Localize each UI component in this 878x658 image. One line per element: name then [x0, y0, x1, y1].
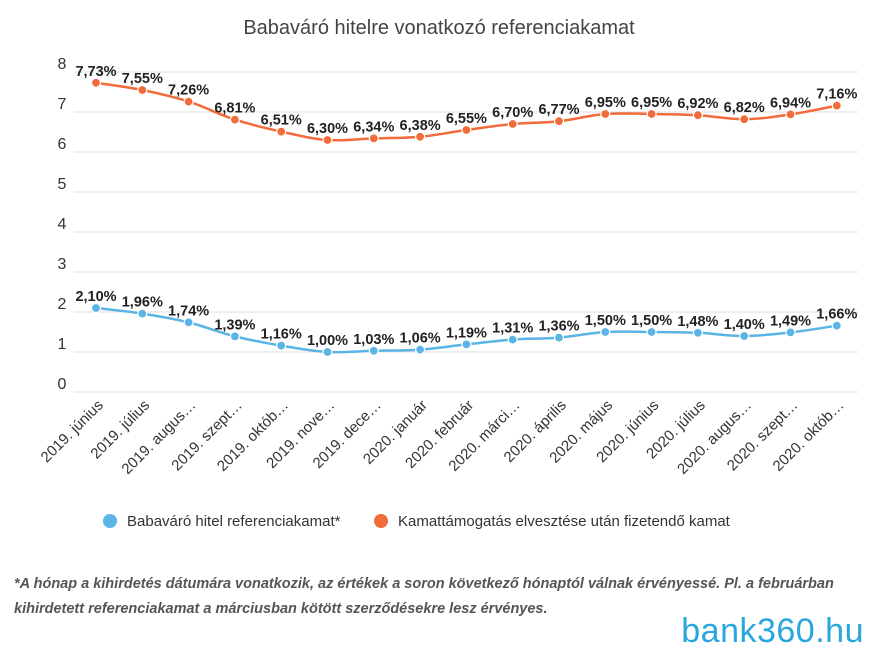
data-point[interactable] — [785, 327, 796, 338]
legend-marker — [374, 514, 388, 528]
data-point[interactable] — [692, 327, 704, 338]
data-point[interactable] — [415, 131, 426, 142]
data-point[interactable] — [692, 110, 704, 121]
data-point[interactable] — [600, 326, 611, 338]
legend[interactable]: Babaváró hitel referenciakamat* Kamattámo… — [103, 513, 731, 530]
data-point[interactable] — [507, 118, 518, 130]
data-point[interactable] — [461, 124, 472, 136]
data-label: 7,16% — [816, 87, 857, 103]
y-tick-label: 1 — [58, 336, 67, 353]
y-tick-label: 0 — [58, 376, 67, 393]
data-label: 6,95% — [585, 95, 626, 111]
y-tick-label: 6 — [58, 136, 67, 153]
data-label: 1,74% — [168, 303, 209, 319]
legend-marker — [103, 514, 117, 528]
data-label: 6,82% — [724, 100, 765, 116]
data-label: 1,49% — [770, 313, 811, 329]
data-label: 1,96% — [122, 295, 163, 311]
data-point[interactable] — [276, 126, 287, 137]
data-point[interactable] — [90, 302, 102, 314]
data-label: 6,70% — [492, 105, 533, 121]
data-point[interactable] — [739, 114, 750, 125]
data-point[interactable] — [276, 340, 287, 351]
data-label: 6,81% — [214, 101, 255, 117]
data-point[interactable] — [507, 334, 518, 345]
data-label: 7,55% — [122, 71, 163, 87]
data-label: 1,50% — [585, 313, 626, 329]
data-label: 6,92% — [677, 96, 718, 112]
legend-item-2[interactable]: Kamattámogatás elvesztése után fizetendő… — [374, 513, 731, 530]
data-point[interactable] — [831, 320, 842, 331]
data-label: 6,30% — [307, 121, 348, 137]
data-point[interactable] — [368, 133, 379, 144]
data-point[interactable] — [739, 330, 750, 342]
data-point[interactable] — [831, 100, 842, 111]
y-tick-label: 2 — [58, 296, 67, 313]
data-label: 6,55% — [446, 111, 487, 127]
data-point[interactable] — [553, 332, 565, 343]
data-point[interactable] — [600, 108, 611, 120]
series-group: 2,10% 1,96% 1,74% 1,39% 1,16% 1,00% 1,03% 1,06%… — [75, 64, 857, 358]
data-label: 1,48% — [677, 314, 718, 330]
data-point[interactable] — [646, 108, 657, 120]
data-point[interactable] — [322, 346, 333, 358]
y-axis-ticks: 0 1 2 3 4 5 6 7 8 — [58, 56, 67, 393]
y-tick-label: 4 — [58, 216, 67, 233]
data-point[interactable] — [785, 109, 796, 120]
data-label: 7,73% — [75, 64, 116, 80]
data-label: 6,77% — [538, 102, 579, 118]
data-point[interactable] — [646, 326, 657, 338]
data-point[interactable] — [368, 345, 379, 356]
data-label: 6,38% — [400, 118, 441, 134]
data-point[interactable] — [90, 77, 102, 88]
data-label: 1,40% — [724, 317, 765, 333]
data-label: 6,51% — [261, 113, 302, 129]
bank360-logo[interactable]: bank360.hu — [681, 612, 864, 650]
data-label: 1,16% — [261, 327, 302, 343]
data-point[interactable] — [183, 317, 194, 328]
data-label: 1,06% — [400, 331, 441, 347]
data-label: 6,34% — [353, 119, 394, 135]
data-label: 1,03% — [353, 332, 394, 348]
y-tick-label: 5 — [58, 176, 67, 193]
data-label: 1,31% — [492, 321, 533, 337]
data-point[interactable] — [137, 84, 148, 96]
chart-title: Babaváró hitelre vonatkozó referenciakam… — [243, 17, 635, 39]
series-1: 2,10% 1,96% 1,74% 1,39% 1,16% 1,00% 1,03% 1,06%… — [75, 289, 857, 358]
data-point[interactable] — [183, 96, 194, 107]
data-label: 1,50% — [631, 313, 672, 329]
data-label: 1,36% — [538, 319, 579, 335]
data-point[interactable] — [461, 339, 472, 350]
data-label: 7,26% — [168, 83, 209, 99]
data-point[interactable] — [229, 114, 240, 125]
data-point[interactable] — [553, 116, 565, 127]
gridlines — [74, 71, 858, 393]
data-label: 1,00% — [307, 333, 348, 349]
y-tick-label: 3 — [58, 256, 67, 273]
series-2: 7,73% 7,55% 7,26% 6,81% 6,51% 6,30% 6,34% 6,38%… — [75, 64, 857, 146]
data-label: 1,39% — [214, 317, 255, 333]
data-point[interactable] — [137, 308, 148, 319]
legend-item-1[interactable]: Babaváró hitel referenciakamat* — [103, 513, 341, 530]
data-label: 6,95% — [631, 95, 672, 111]
data-point[interactable] — [229, 331, 240, 342]
data-label: 1,66% — [816, 307, 857, 323]
data-label: 6,94% — [770, 95, 811, 111]
data-point[interactable] — [322, 134, 333, 146]
legend-label: Kamattámogatás elvesztése után fizetendő… — [398, 513, 731, 530]
footnote: *A hónap a kihirdetés dátumára vonatkozi… — [14, 576, 834, 617]
y-tick-label: 7 — [58, 96, 67, 113]
line-chart: Babaváró hitelre vonatkozó referenciakam… — [38, 17, 858, 530]
legend-label: Babaváró hitel referenciakamat* — [127, 513, 341, 530]
data-label: 1,19% — [446, 325, 487, 341]
data-point[interactable] — [415, 344, 426, 355]
data-label: 2,10% — [75, 289, 116, 305]
y-tick-label: 8 — [58, 56, 67, 73]
